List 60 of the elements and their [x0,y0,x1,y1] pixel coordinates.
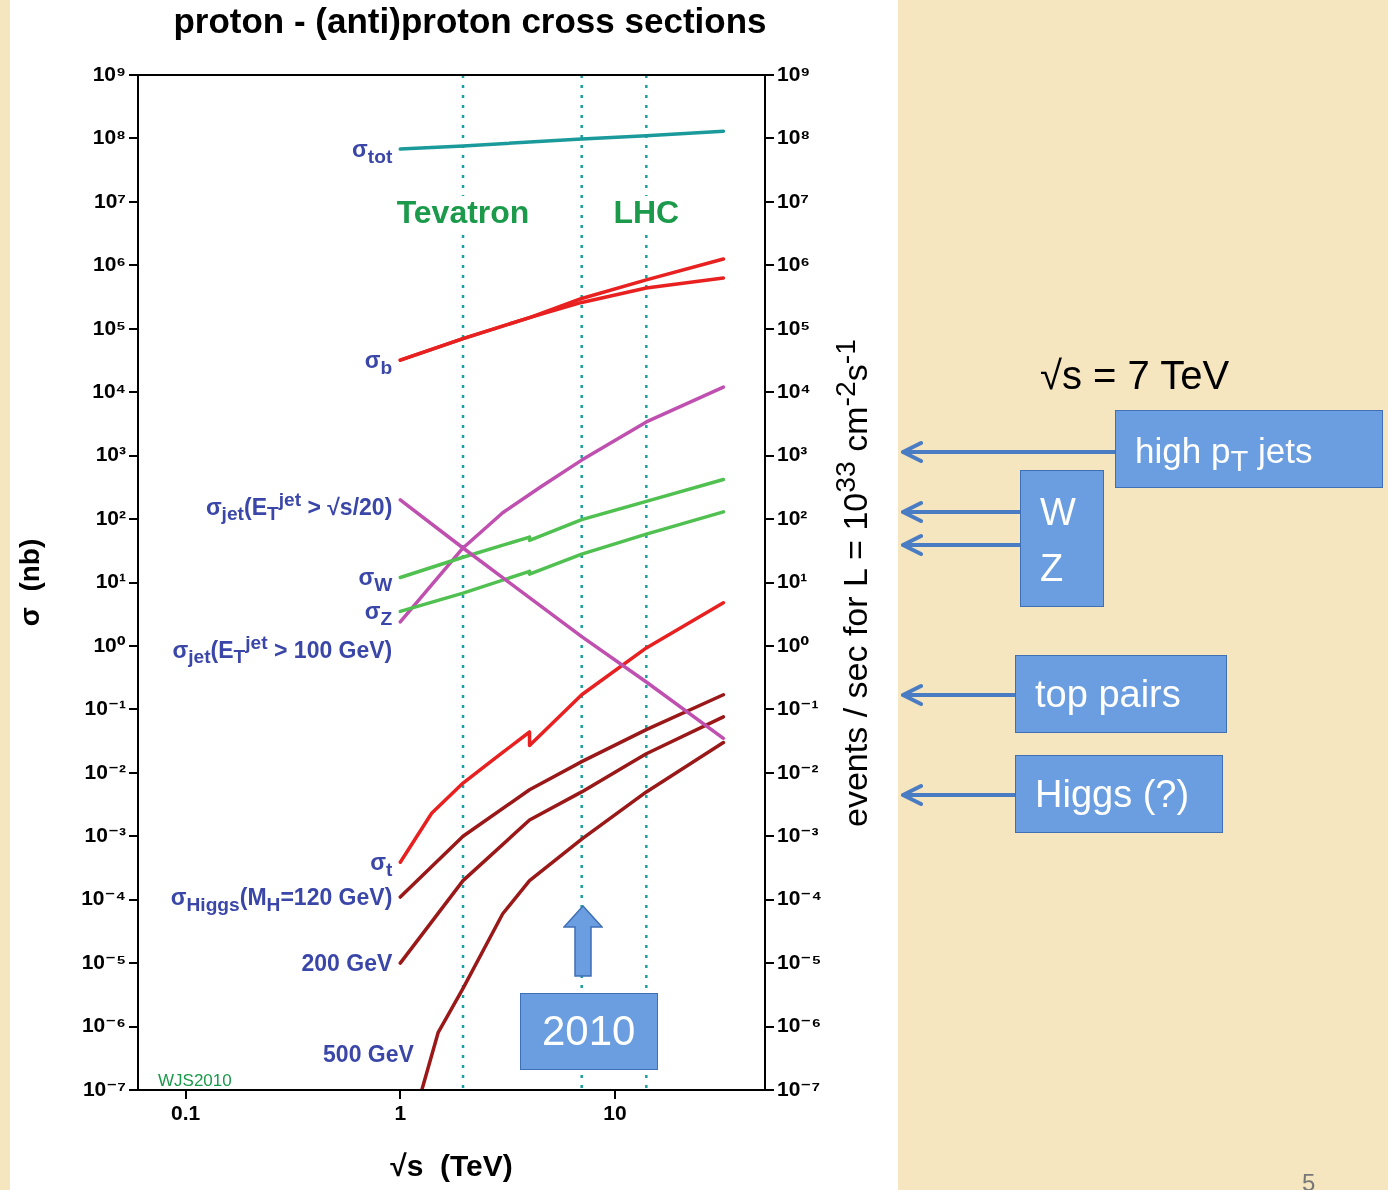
series-label: σ$_{b}$ [364,346,393,380]
text: 10⁻³ [84,823,126,847]
text: W [1040,490,1076,535]
text: 10⁹ [92,61,126,85]
y-axis-title: σ (nb) [13,538,45,627]
text: Higgs (?) [1035,772,1190,817]
text: high p$_{T}$ jets [1135,430,1313,479]
y-tick-label: 10⁻⁵ [777,949,822,973]
series-label: σ$_{jet}$(E$_{T}$$^{jet}$ > √s/20) [205,487,393,527]
chart-title: proton - (anti)proton cross sections [172,0,768,42]
text: 10⁻¹ [84,696,126,720]
series-label: σ$_{Z}$ [364,597,393,631]
series-label: σ$_{W}$ [358,564,393,596]
y-tick-label: 10⁻⁶ [777,1013,822,1037]
text: 10² [95,505,126,529]
y-tick-label: 10⁹ [777,61,811,85]
series-label: 200 GeV [301,949,393,979]
y-tick-label: 10⁻³ [777,823,819,847]
text: 10¹ [95,569,126,593]
text: 10⁵ [92,315,126,339]
y-tick-label: 10⁻⁷ [777,1076,821,1100]
y-tick-label: 10² [777,505,808,529]
y-tick-label: 10⁴ [777,378,811,402]
text: Z [1040,546,1064,591]
x-tick-label: 0.1 [171,1101,201,1125]
y-tick-label: 10⁵ [777,315,811,339]
y-tick-label: 10⁷ [777,188,810,212]
text: 10⁷ [93,188,126,212]
text: 10⁻⁷ [82,1076,126,1100]
ref-line-label: LHC [613,193,680,230]
series-label: σ$_{Higgs}$(M$_{H}$=120 GeV) [170,883,393,917]
y-tick-label: 10⁰ [777,632,810,656]
text: 10⁻⁵ [81,949,126,973]
annotation: WJS2010 [158,1071,232,1090]
text: 10³ [95,442,126,466]
series-label: σ$_{t}$ [370,848,393,882]
text: 10⁻⁴ [81,886,126,910]
text: 10⁰ [93,632,126,656]
y-tick-label: 10¹ [777,569,808,593]
x-tick-label: 1 [394,1101,407,1125]
y-tick-label: 10³ [777,442,808,466]
text: 10⁸ [92,125,126,149]
text: 10⁻² [84,759,126,783]
x-tick-label: 10 [603,1101,627,1125]
text: 10⁴ [92,378,126,402]
text: 10⁶ [92,252,126,276]
y-tick-label: 10⁻⁴ [777,886,822,910]
text: 10⁻⁶ [81,1013,126,1037]
y-tick-label: 10⁶ [777,252,811,276]
series-label: 500 GeV [323,1040,414,1069]
text: √s = 7 TeV [1040,352,1230,398]
text: top pairs [1035,672,1181,717]
y-tick-label: 10⁻¹ [777,696,819,720]
y-tick-label: 10⁻² [777,759,819,783]
ref-line-label: Tevatron [396,193,530,230]
x-axis-title: √s (TeV) [390,1149,513,1183]
series-label: σ$_{tot}$ [352,135,393,169]
annotation: 2010 [542,1007,636,1054]
series-label: σ$_{jet}$(E$_{T}$$^{jet}$ > 100 GeV) [172,631,393,670]
y-tick-label: 10⁸ [777,125,811,149]
